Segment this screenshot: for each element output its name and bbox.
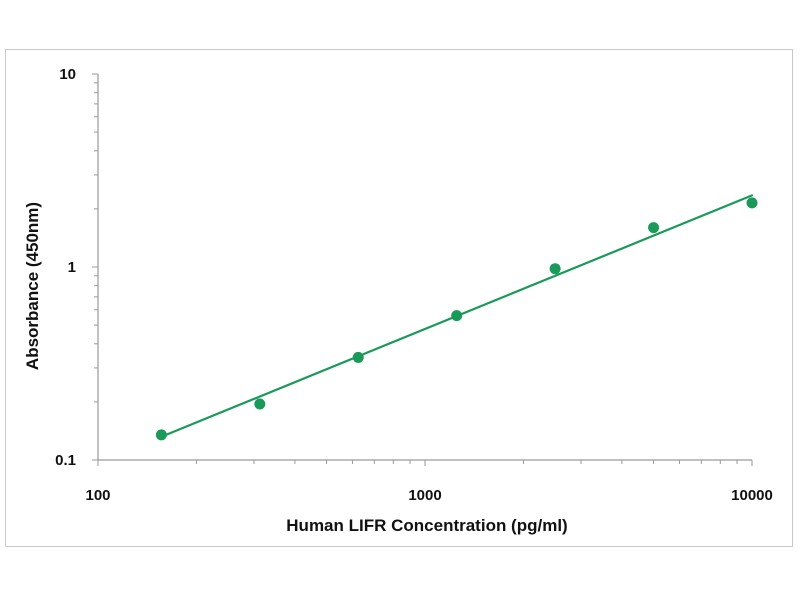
x-tick-label: 1000 [408, 487, 441, 504]
data-point [254, 398, 266, 410]
x-tick-label: 10000 [731, 487, 773, 504]
y-tick-label: 1 [68, 259, 76, 276]
data-point [155, 429, 167, 441]
chart-frame [5, 49, 793, 547]
y-tick-label: 0.1 [55, 452, 76, 469]
data-point [648, 222, 660, 234]
axes [92, 73, 753, 466]
y-tick-label: 10 [59, 66, 76, 83]
data-point [746, 197, 758, 209]
data-points [155, 197, 758, 441]
x-axis-title: Human LIFR Concentration (pg/ml) [286, 516, 567, 535]
tick-labels: 0.1 1 10 100 1000 10000 [55, 66, 773, 504]
x-axis-ticks [97, 460, 753, 466]
y-axis-title: Absorbance (450nm) [23, 202, 42, 370]
data-point [549, 263, 561, 275]
data-point [352, 351, 364, 363]
y-axis-ticks [92, 73, 98, 461]
x-tick-label: 100 [85, 487, 110, 504]
data-point [451, 310, 463, 322]
